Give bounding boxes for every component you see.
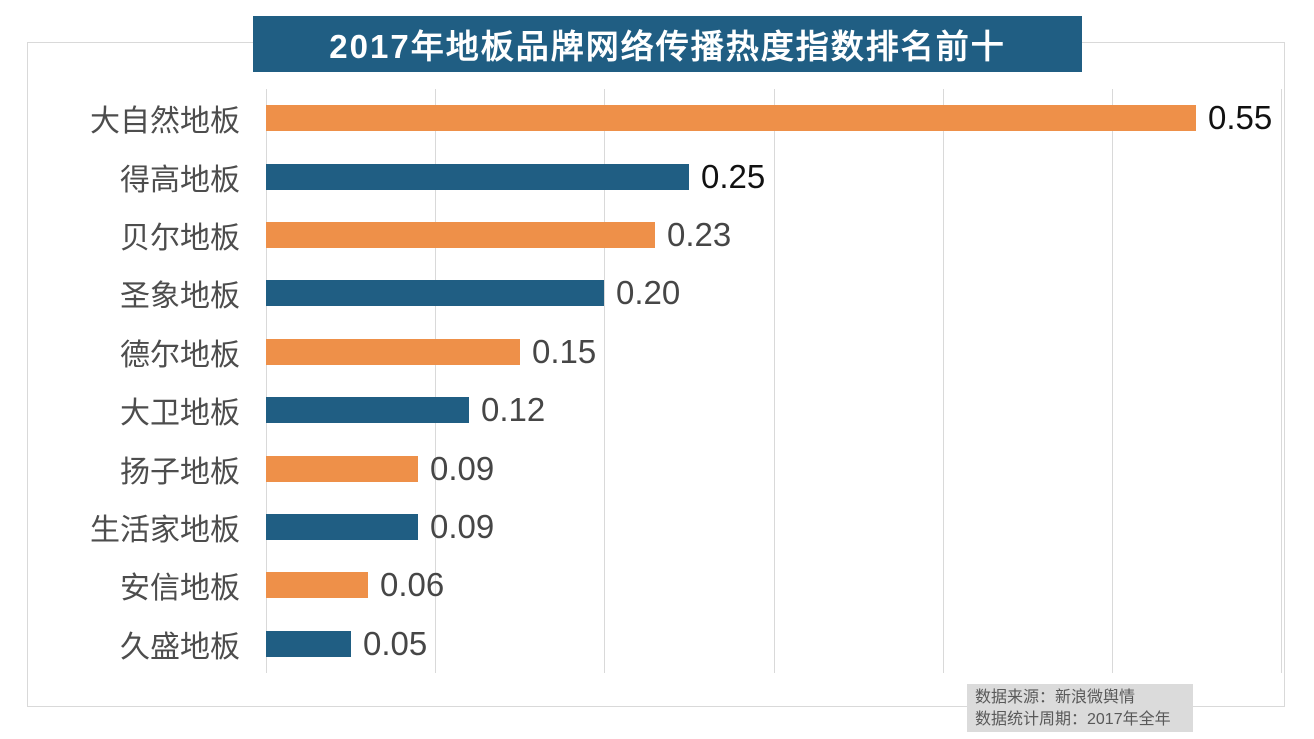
category-label: 圣象地板 — [120, 280, 240, 314]
bar — [266, 514, 418, 540]
data-period-line: 数据统计周期：2017年全年 — [975, 711, 1171, 728]
value-label: 0.15 — [532, 332, 597, 370]
category-label: 贝尔地板 — [120, 221, 240, 255]
bar — [266, 280, 604, 306]
bar — [266, 572, 368, 598]
bar — [266, 222, 655, 248]
chart-title: 2017年地板品牌网络传播热度指数排名前十 — [253, 16, 1082, 72]
bar — [266, 164, 689, 190]
value-label: 0.09 — [430, 449, 495, 487]
value-label: 0.06 — [380, 566, 445, 604]
category-label: 扬子地板 — [120, 455, 240, 489]
category-axis: 大自然地板得高地板贝尔地板圣象地板德尔地板大卫地板扬子地板生活家地板安信地板久盛… — [0, 89, 252, 673]
category-label: 德尔地板 — [120, 338, 240, 372]
gridline — [266, 89, 267, 673]
gridline — [1281, 89, 1282, 673]
gridline — [943, 89, 944, 673]
value-label: 0.55 — [1208, 99, 1273, 137]
data-source-line: 数据来源：新浪微舆情 — [975, 689, 1136, 706]
category-label: 安信地板 — [120, 572, 240, 606]
bar — [266, 631, 351, 657]
data-source-note: 数据来源：新浪微舆情 数据统计周期：2017年全年 — [967, 684, 1193, 732]
value-label: 0.20 — [616, 274, 681, 312]
bar — [266, 339, 520, 365]
plot-area: 0.55 0.25 0.23 0.20 0.15 0.12 0.09 0.09 0.06 0.05 — [266, 89, 1282, 673]
gridline — [435, 89, 436, 673]
gridline — [604, 89, 605, 673]
bar — [266, 456, 418, 482]
category-label: 生活家地板 — [90, 513, 240, 547]
bar — [266, 397, 469, 423]
bar — [266, 105, 1196, 131]
category-label: 大自然地板 — [90, 105, 240, 139]
value-label: 0.12 — [481, 391, 546, 429]
category-label: 大卫地板 — [120, 397, 240, 431]
category-label: 久盛地板 — [120, 630, 240, 664]
gridline — [774, 89, 775, 673]
value-label: 0.23 — [667, 215, 732, 253]
chart-plot-frame — [27, 42, 1285, 707]
value-label: 0.09 — [430, 507, 495, 545]
value-label: 0.05 — [363, 624, 428, 662]
category-label: 得高地板 — [120, 163, 240, 197]
value-label: 0.25 — [701, 157, 766, 195]
gridline — [1112, 89, 1113, 673]
